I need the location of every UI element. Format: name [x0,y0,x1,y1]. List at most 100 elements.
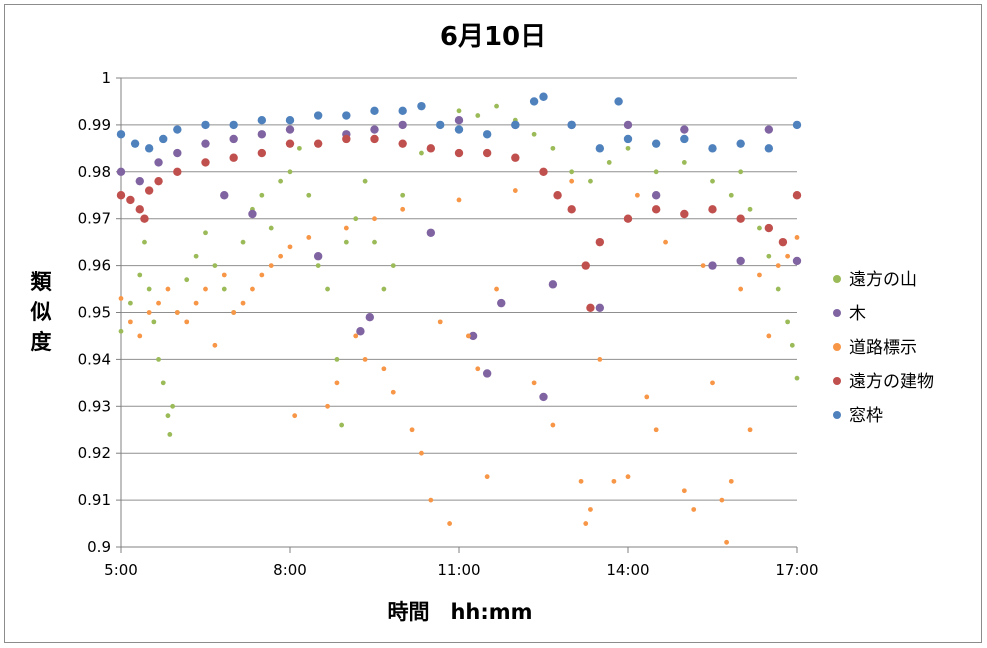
y-tick-label: 0.92 [78,444,111,462]
data-point [372,239,377,245]
data-point [296,145,302,151]
x-tick-label: 17:00 [775,561,818,579]
chart-title: 6月10日 [440,22,546,52]
data-point [497,298,506,308]
data-point [789,342,795,348]
data-point [757,225,762,231]
data-point [370,125,379,134]
data-point [531,131,537,137]
data-point [390,389,396,395]
data-point [165,413,171,419]
data-point [482,130,492,139]
data-point [680,125,689,134]
y-tick-label: 0.99 [78,116,111,134]
data-point [764,223,774,233]
chart-frame: 6月10日 0.9 0.91 0.92 0.93 0.94 0.95 0.96 0.97 0.9… [4,4,982,643]
data-point [167,432,173,437]
x-tick-label: 11:00 [437,561,480,579]
data-point [398,106,407,116]
data-point [325,403,330,409]
data-point [623,120,633,130]
data-point [614,97,623,106]
data-point [785,253,791,259]
data-point [127,319,133,325]
data-point [156,357,161,362]
chart-svg: 6月10日 0.90.910.920.930.940.950.960.970.9… [30,22,935,624]
data-point [426,144,436,153]
data-point [174,310,180,315]
data-point [353,216,359,222]
data-point [229,120,238,130]
data-point [159,134,168,144]
data-point [173,148,182,158]
data-point [456,197,462,203]
data-point [644,394,650,400]
data-point [140,214,149,223]
legend-marker [833,343,841,351]
data-point [339,422,345,428]
data-point [126,195,135,205]
data-point [160,380,166,386]
y-axis-label: 類似度 [30,270,53,354]
data-point [409,427,415,433]
data-point [362,357,368,362]
data-point [680,134,689,144]
data-point [203,230,208,236]
data-point [135,205,144,214]
data-point [708,144,717,153]
data-point [240,300,246,306]
y-tick-label: 0.94 [78,350,111,368]
data-point [736,214,745,223]
data-point [146,310,152,315]
data-point [512,188,518,193]
data-point [468,331,478,341]
data-points [116,92,802,545]
data-point [583,521,589,526]
data-point [151,319,157,325]
x-tick-labels: 5:00 8:00 11:00 14:00 17:00 [104,561,818,579]
data-point [454,148,464,158]
data-point [287,169,293,175]
data-point [766,253,772,259]
data-point [257,116,267,125]
data-point [494,286,499,292]
data-point [606,160,612,165]
legend-marker [833,309,841,317]
data-point [724,539,729,545]
data-point [184,277,190,283]
data-point [170,403,176,409]
legend-label: 遠方の山 [849,270,917,290]
data-point [398,120,407,130]
y-tick-labels: 0.9 0.91 0.92 0.93 0.94 0.95 0.96 0.97 0.98 0.99 1 [78,69,111,556]
data-point [203,286,208,292]
data-point [398,139,407,148]
data-point [447,521,453,526]
data-point [484,474,490,480]
data-point [708,205,717,214]
data-point [691,507,697,512]
data-point [794,235,800,240]
data-point [221,272,227,278]
data-point [313,252,323,261]
data-point [173,125,182,134]
data-point [736,139,745,148]
data-point [792,120,802,130]
data-point [569,178,575,184]
data-point [595,144,605,153]
data-point [278,253,284,259]
data-point [315,263,321,268]
data-point [268,263,274,268]
data-point [118,296,124,301]
grid [116,77,798,553]
data-point [116,130,126,139]
data-point [494,103,499,109]
data-point [154,176,163,186]
data-point [390,263,396,268]
data-point [623,214,633,223]
legend-label: 遠方の建物 [849,372,934,392]
data-point [539,392,548,402]
data-point [285,125,295,134]
data-point [634,192,640,198]
data-point [569,169,575,175]
data-point [342,134,351,144]
